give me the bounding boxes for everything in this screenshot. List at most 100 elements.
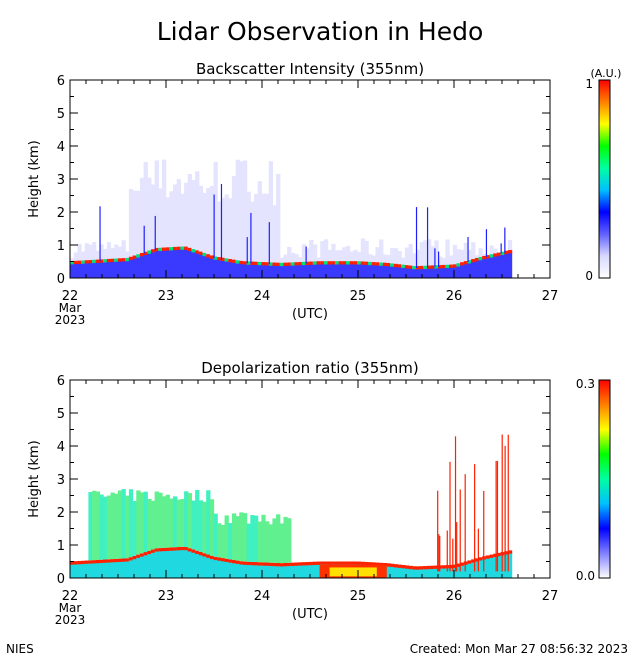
bs-layer-top-cell — [84, 260, 89, 264]
dp-layer-top-cell — [342, 561, 347, 565]
bs-boundary-layer-cell — [246, 263, 251, 278]
dp-cloud-streak — [507, 434, 509, 572]
dp-layer-top-cell — [121, 558, 126, 562]
bs-layer-top-cell — [132, 255, 137, 259]
dp-low-cell — [242, 563, 248, 578]
dp-layer-top-cell — [147, 550, 152, 555]
bs-layer-top-cell — [323, 261, 329, 265]
bs-boundary-layer-cell — [150, 251, 156, 278]
bs-haze-cell — [128, 188, 134, 259]
dp-low-cell — [158, 549, 163, 578]
dp-layer-top-cell — [478, 557, 483, 561]
bs-haze-cell — [106, 242, 112, 261]
bs-layer-top-cell — [147, 250, 152, 254]
bs-boundary-layer-cell — [467, 262, 472, 278]
bs-haze-cell — [139, 177, 145, 255]
dp-cloud-streak — [449, 461, 451, 572]
dp-layer-top-cell — [209, 555, 215, 560]
dp-low-cell — [456, 565, 461, 578]
bs-layer-top-cell — [184, 246, 189, 250]
bs-layer-top-cell — [73, 260, 78, 265]
dp-layer-top-cell — [272, 562, 277, 567]
bs-boundary-layer-cell — [283, 264, 288, 278]
bs-cloud-streak — [213, 194, 215, 259]
bs-layer-top-cell — [452, 264, 457, 268]
bs-layer-top-cell — [434, 265, 439, 269]
dp-low-cell — [261, 564, 266, 578]
dp-layer-top-cell — [360, 561, 365, 566]
dp-low-cell — [426, 567, 432, 578]
bs-haze-cell — [298, 257, 303, 264]
depolarization-colorbar-max: 0.3 — [576, 377, 595, 391]
bs-layer-top-cell — [257, 261, 262, 266]
bs-layer-top-cell — [110, 258, 115, 263]
dp-layer-top-cell — [382, 563, 388, 567]
dp-layer-top-cell — [257, 562, 262, 566]
bs-boundary-layer-cell — [121, 260, 126, 278]
dp-low-cell — [290, 564, 296, 578]
backscatter-colorbar-max: 1 — [585, 77, 593, 91]
dp-layer-top-cell — [338, 561, 343, 565]
dp-elevated-cell — [283, 516, 288, 563]
depolarization-title: Depolarization ratio (355nm) — [201, 359, 419, 377]
bs-layer-top-cell — [276, 262, 281, 266]
dp-elevated-cell — [121, 489, 126, 559]
bs-haze-cell — [70, 258, 75, 264]
dp-elevated-cell — [261, 514, 266, 563]
bs-haze-cell — [309, 240, 314, 264]
dp-low-cell — [169, 549, 174, 578]
bs-haze-cell — [452, 244, 457, 267]
dp-low-cell — [279, 564, 285, 578]
dp-layer-top-cell — [390, 563, 395, 568]
dp-elevated-cell — [187, 493, 193, 549]
bs-boundary-layer-cell — [180, 248, 185, 278]
dp-low-cell — [150, 551, 156, 578]
bs-haze-cell — [353, 249, 358, 264]
x-tick-label: 23 — [158, 589, 175, 604]
dp-low-cell — [434, 567, 439, 578]
bs-cloud-streak — [143, 225, 145, 254]
dp-low-cell — [397, 566, 402, 578]
bs-boundary-layer-cell — [320, 263, 325, 278]
dp-low-cell — [460, 564, 465, 578]
bs-layer-top-cell — [77, 260, 82, 264]
bs-boundary-layer-cell — [430, 267, 435, 278]
dp-layer-top-cell — [187, 548, 193, 552]
bs-boundary-layer-cell — [397, 266, 402, 278]
dp-low-cell — [452, 566, 457, 578]
dp-layer-top-cell — [507, 550, 513, 554]
x-tick-label: 25 — [350, 289, 367, 304]
dp-layer-top-cell — [99, 559, 104, 564]
bs-layer-top-cell — [81, 260, 86, 264]
dp-low-cell — [463, 563, 469, 578]
dp-elevated-cell — [228, 523, 233, 560]
bs-layer-top-cell — [401, 264, 406, 268]
bs-haze-cell — [478, 248, 483, 259]
bs-boundary-layer-cell — [342, 263, 347, 278]
bs-layer-top-cell — [217, 257, 222, 261]
dp-layer-top-cell — [346, 561, 351, 565]
dp-cloud-streak — [496, 460, 499, 572]
dp-layer-top-cell — [136, 554, 141, 558]
y-tick-label: 1 — [57, 539, 65, 554]
bs-boundary-layer-cell — [368, 263, 373, 278]
bs-layer-top-cell — [150, 249, 156, 253]
dp-layer-top-cell — [202, 553, 207, 557]
dp-low-cell — [136, 556, 141, 578]
bs-boundary-layer-cell — [471, 261, 476, 278]
bs-layer-top-cell — [92, 259, 97, 264]
bs-boundary-layer-cell — [73, 262, 78, 278]
bs-layer-top-cell — [191, 249, 196, 253]
dp-layer-top-cell — [180, 546, 185, 551]
dp-low-cell — [408, 567, 413, 578]
dp-elevated-cell — [158, 492, 163, 549]
bs-layer-top-cell — [327, 261, 332, 265]
figure-title: Lidar Observation in Hedo — [157, 17, 484, 46]
bs-haze-cell — [125, 251, 130, 260]
bs-boundary-layer-cell — [312, 263, 318, 278]
dp-elevated-cell — [209, 499, 215, 556]
bs-haze-cell — [88, 244, 93, 262]
dp-layer-top-cell — [276, 563, 281, 567]
dp-low-cell — [423, 567, 428, 578]
